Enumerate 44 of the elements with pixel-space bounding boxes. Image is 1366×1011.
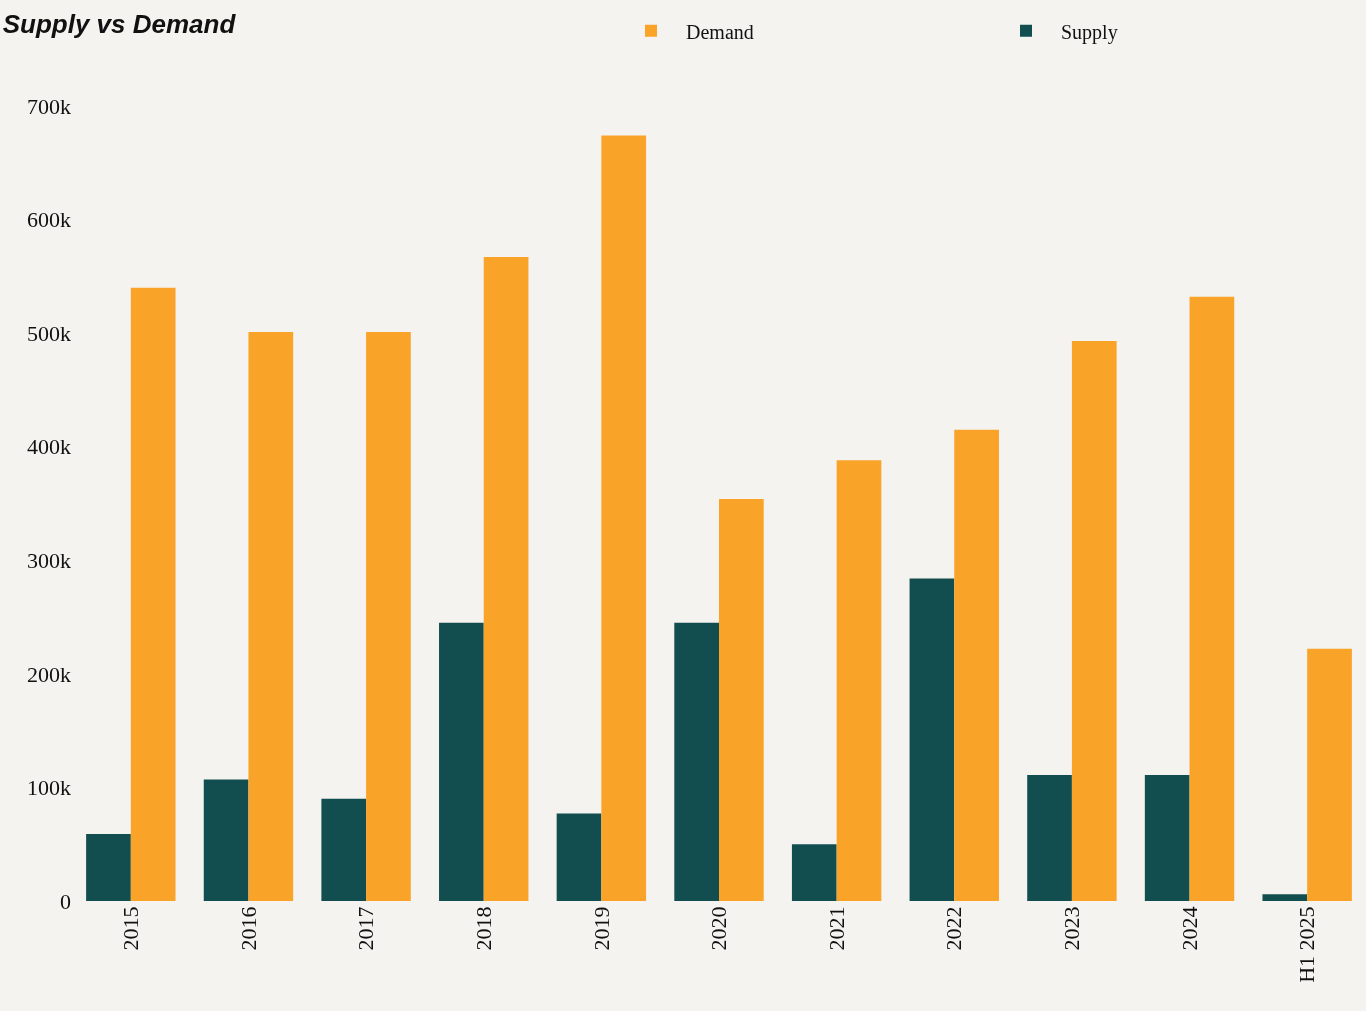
bar [791, 844, 837, 901]
bar [130, 287, 176, 901]
x-tick-label: 2023 [1059, 906, 1085, 951]
x-tick-label: 2015 [117, 906, 143, 951]
bar [836, 460, 882, 901]
x-tick-label: 2017 [353, 906, 379, 951]
y-tick-label: 500k [27, 320, 71, 346]
x-tick-label: 2022 [941, 906, 967, 951]
bar [203, 779, 249, 901]
legend-label: Demand [686, 20, 754, 43]
bar [1262, 894, 1308, 901]
bar [1144, 774, 1190, 901]
bar [1071, 341, 1117, 901]
bar [909, 578, 955, 901]
bar [1189, 296, 1235, 901]
bar [86, 833, 131, 901]
x-tick-label: 2019 [588, 906, 614, 951]
y-tick-label: 200k [27, 661, 71, 687]
y-tick-label: 0 [60, 888, 71, 914]
y-tick-label: 700k [27, 93, 71, 119]
x-tick-label: 2024 [1176, 906, 1202, 951]
bar [1027, 774, 1072, 901]
legend-label: Supply [1061, 20, 1118, 44]
bar [483, 257, 529, 901]
y-tick-label: 600k [27, 207, 71, 233]
y-tick-label: 100k [27, 775, 71, 801]
x-tick-label: 2020 [706, 906, 732, 951]
y-tick-label: 400k [27, 434, 71, 460]
bar [954, 429, 999, 901]
bar [248, 332, 294, 901]
bar [439, 622, 484, 901]
bar [674, 622, 719, 901]
bar [321, 798, 367, 901]
y-tick-label: 300k [27, 547, 71, 573]
bar [601, 135, 647, 901]
bar [366, 332, 411, 901]
bar [556, 813, 602, 901]
x-tick-label: 2018 [470, 906, 496, 951]
bar [1307, 648, 1352, 901]
chart-title: Supply vs Demand [2, 9, 237, 40]
x-tick-label: 2021 [823, 906, 849, 951]
x-tick-label: H1 2025 [1294, 906, 1320, 983]
x-tick-label: 2016 [235, 906, 261, 951]
bar [719, 498, 764, 901]
